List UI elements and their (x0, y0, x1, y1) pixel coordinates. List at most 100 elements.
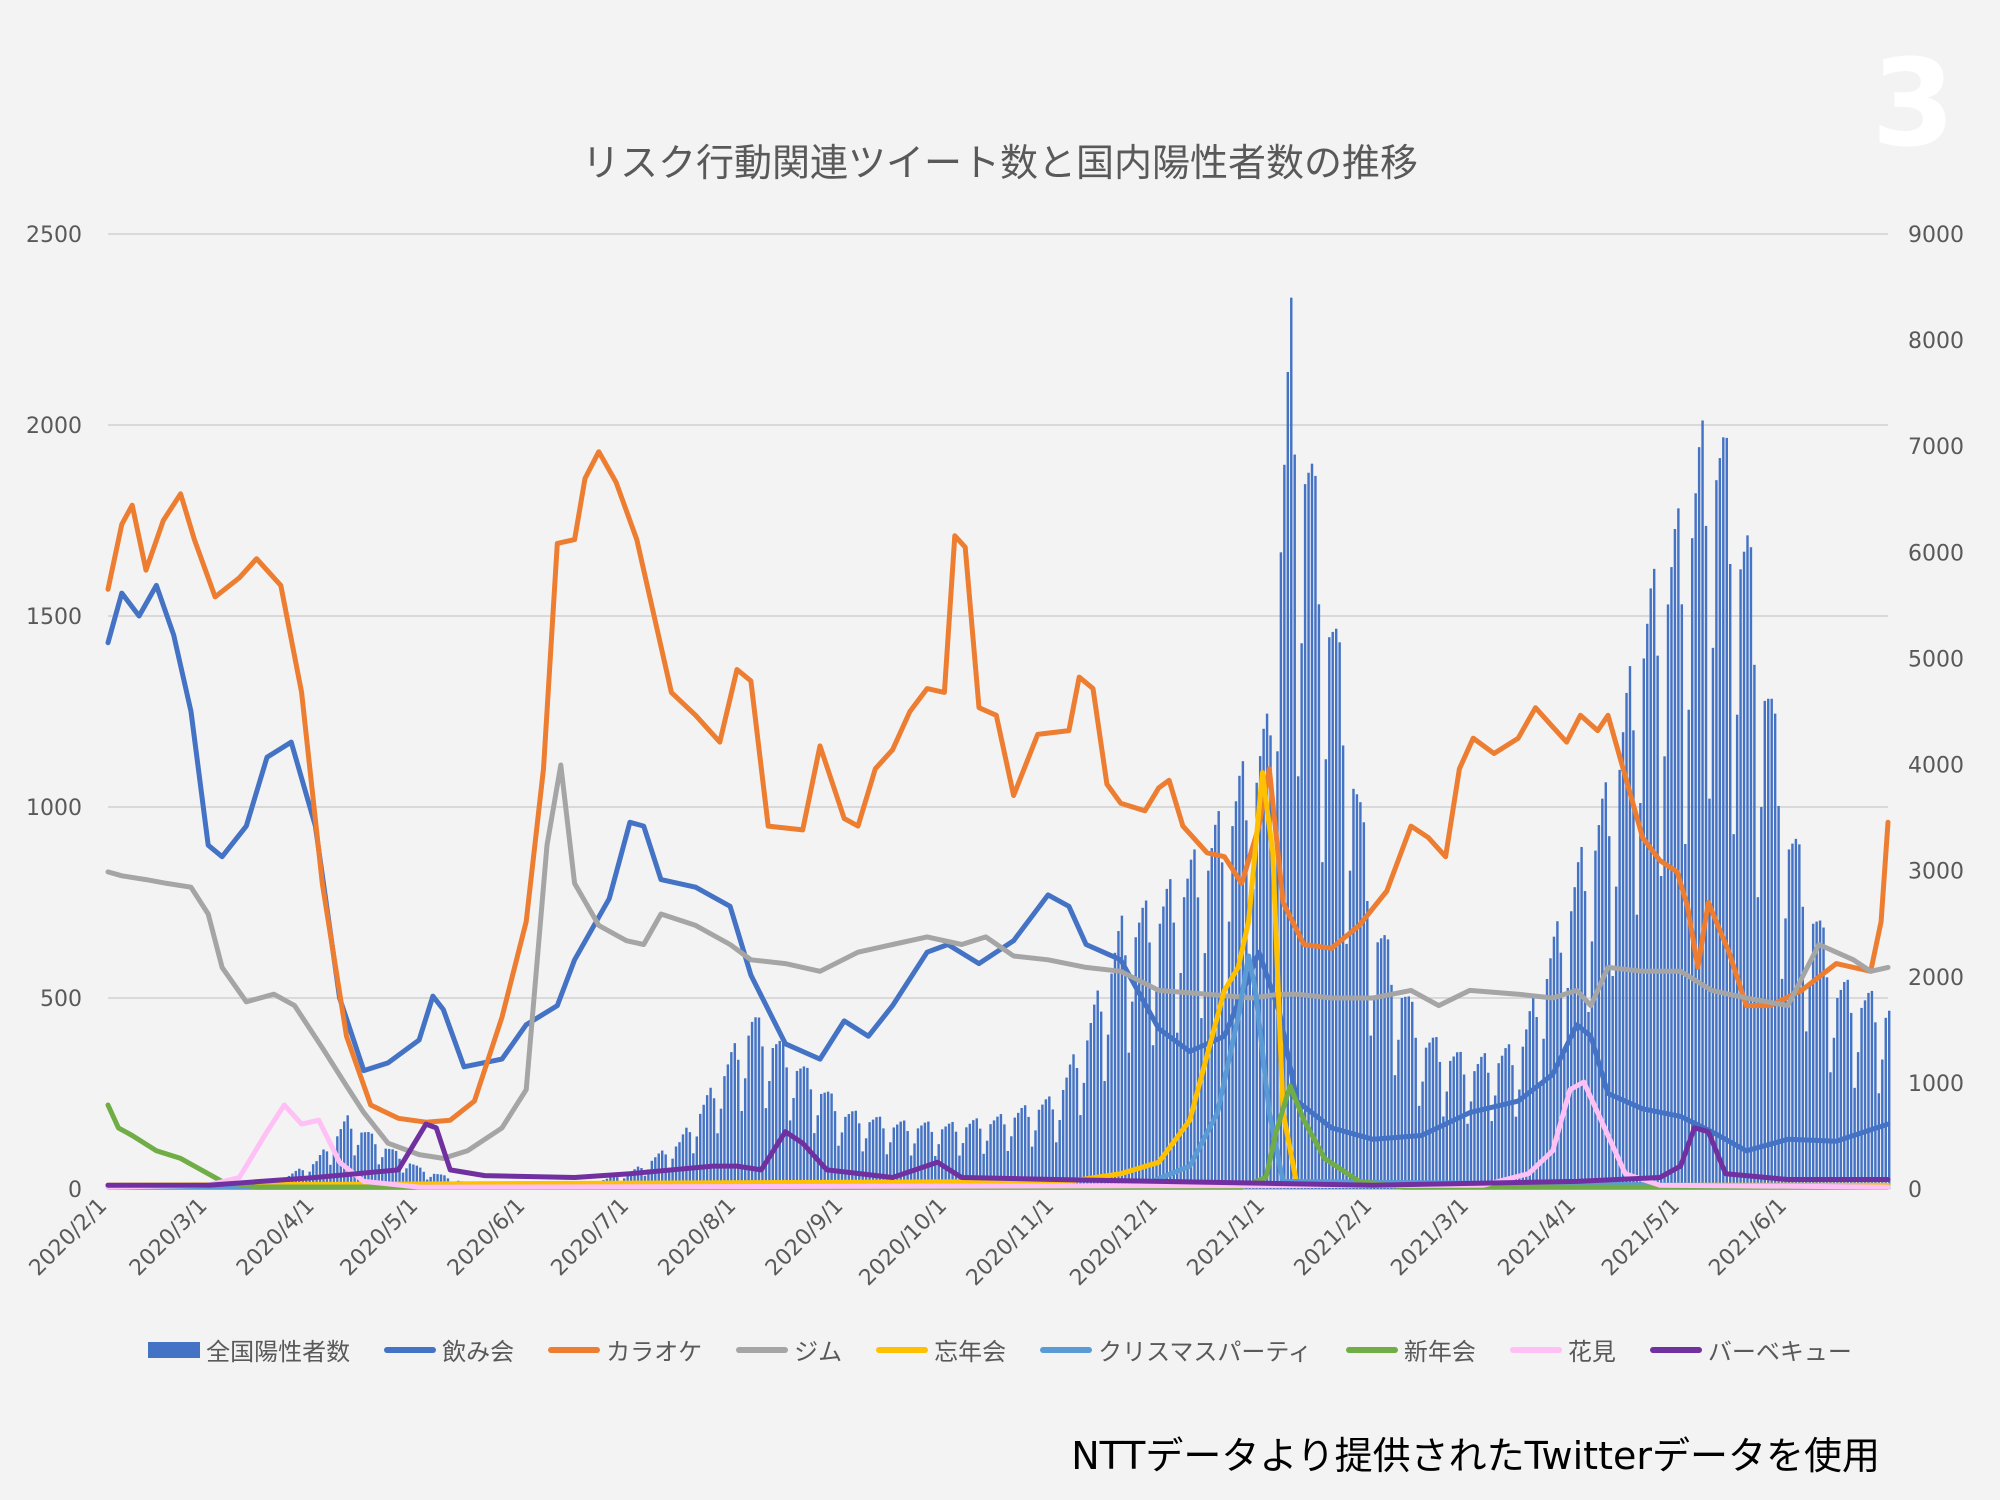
bar-confirmed-cases (1248, 972, 1252, 1189)
y-right-tick-label: 0 (1908, 1178, 1922, 1203)
bar-confirmed-cases (1362, 822, 1366, 1189)
bar-confirmed-cases (1777, 805, 1780, 1189)
bar-confirmed-cases (1673, 528, 1677, 1189)
bar-confirmed-cases (322, 1149, 325, 1189)
bar-confirmed-cases (1704, 525, 1708, 1189)
bar-confirmed-cases (1099, 1011, 1103, 1189)
bar-confirmed-cases (1352, 788, 1355, 1189)
bar-confirmed-cases (1134, 937, 1137, 1189)
bar-confirmed-cases (1749, 547, 1753, 1189)
bar-confirmed-cases (1124, 955, 1127, 1189)
bar-confirmed-cases (1525, 1029, 1528, 1189)
bar-confirmed-cases (1718, 458, 1722, 1189)
bar-confirmed-cases (854, 1110, 857, 1189)
bar-confirmed-cases (1307, 472, 1310, 1189)
bar-confirmed-cases (1106, 1034, 1110, 1189)
bar-confirmed-cases (1400, 998, 1404, 1189)
bar-confirmed-cases (775, 1044, 778, 1189)
bar-confirmed-cases (408, 1163, 412, 1189)
bar-confirmed-cases (1210, 848, 1213, 1189)
bar-confirmed-cases (1006, 1150, 1010, 1189)
legend-label: クリスマスパーティ (1098, 1338, 1312, 1366)
bar-confirmed-cases (1027, 1116, 1030, 1189)
x-tick-label: 2020/2/1 (25, 1194, 113, 1282)
bar-confirmed-cases (1345, 943, 1348, 1189)
bar-confirmed-cases (719, 1108, 723, 1189)
bar-confirmed-cases (754, 1017, 757, 1189)
bar-confirmed-cases (944, 1126, 947, 1189)
bar-confirmed-cases (1860, 1007, 1863, 1189)
bar-confirmed-cases (792, 1097, 795, 1189)
bar-confirmed-cases (1144, 900, 1148, 1189)
bar-confirmed-cases (667, 1167, 671, 1189)
bar-confirmed-cases (1417, 1105, 1421, 1189)
bar-confirmed-cases (1545, 978, 1549, 1189)
legend-item: カラオケ (548, 1332, 702, 1367)
bar-confirmed-cases (1587, 1011, 1590, 1189)
bar-confirmed-cases (1763, 700, 1766, 1189)
bar-confirmed-cases (1621, 732, 1625, 1189)
y-right-tick-label: 4000 (1908, 754, 1964, 779)
bar-confirmed-cases (1708, 798, 1711, 1189)
bar-confirmed-cases (934, 1156, 937, 1189)
bar-confirmed-cases (1155, 991, 1158, 1189)
bar-confirmed-cases (1528, 1011, 1531, 1189)
bar-confirmed-cases (1715, 480, 1718, 1190)
bar-confirmed-cases (685, 1127, 688, 1189)
bar-confirmed-cases (1597, 825, 1601, 1189)
bar-confirmed-cases (1767, 698, 1770, 1189)
bar-confirmed-cases (1642, 658, 1646, 1189)
bar-confirmed-cases (764, 1108, 768, 1189)
bar-confirmed-cases (1414, 1037, 1417, 1189)
line-series-飲み会 (105, 582, 1891, 1154)
bar-confirmed-cases (1079, 1115, 1082, 1189)
bar-confirmed-cases (1867, 992, 1870, 1189)
bar-confirmed-cases (1787, 849, 1791, 1189)
bar-confirmed-cases (785, 1067, 788, 1189)
bar-confirmed-cases (1158, 923, 1162, 1189)
bar-confirmed-cases (405, 1168, 408, 1189)
line-series-ジム (105, 762, 1891, 1161)
bar-confirmed-cases (1176, 1032, 1179, 1189)
bar-confirmed-cases (1269, 735, 1272, 1189)
bar-confirmed-cases (1635, 914, 1639, 1189)
legend-swatch (876, 1346, 929, 1353)
bar-confirmed-cases (705, 1095, 709, 1189)
y-right-tick-label: 2000 (1908, 966, 1964, 991)
bar-confirmed-cases (1386, 939, 1390, 1189)
legend-swatch (148, 1341, 201, 1358)
bar-confirmed-cases (1573, 887, 1576, 1189)
bar-confirmed-cases (1483, 1053, 1487, 1189)
bar-confirmed-cases (650, 1160, 654, 1189)
bar-confirmed-cases (813, 1133, 816, 1189)
y-right-tick-label: 1000 (1908, 1072, 1964, 1097)
bar-confirmed-cases (954, 1131, 958, 1189)
bar-confirmed-cases (1061, 1089, 1065, 1189)
bar-confirmed-cases (1608, 836, 1611, 1189)
bar-confirmed-cases (1369, 1035, 1372, 1189)
bar-confirmed-cases (1469, 1101, 1473, 1189)
bar-confirmed-cases (346, 1115, 349, 1189)
bar-confirmed-cases (1303, 484, 1307, 1190)
bar-confirmed-cases (1186, 878, 1189, 1189)
x-tick-label: 2020/8/1 (654, 1194, 742, 1282)
bar-confirmed-cases (1687, 709, 1690, 1189)
bar-confirmed-cases (1286, 371, 1290, 1189)
bar-confirmed-cases (1670, 567, 1673, 1189)
bar-confirmed-cases (989, 1124, 992, 1189)
bar-confirmed-cases (1829, 1072, 1832, 1189)
bar-confirmed-cases (1849, 1012, 1853, 1189)
bar-confirmed-cases (740, 1111, 743, 1189)
bar-confirmed-cases (1376, 942, 1379, 1189)
bar-confirmed-cases (401, 1172, 405, 1189)
bar-confirmed-cases (1310, 463, 1314, 1189)
bar-confirmed-cases (940, 1129, 944, 1189)
bar-confirmed-cases (737, 1059, 740, 1189)
bar-confirmed-cases (1511, 1065, 1514, 1189)
bar-confirmed-cases (1179, 972, 1182, 1189)
bar-confirmed-cases (1556, 921, 1559, 1189)
x-tick-label: 2021/5/1 (1597, 1194, 1685, 1282)
bar-confirmed-cases (1148, 942, 1151, 1189)
y-left-tick-label: 0 (68, 1178, 82, 1203)
bar-confirmed-cases (830, 1093, 833, 1189)
